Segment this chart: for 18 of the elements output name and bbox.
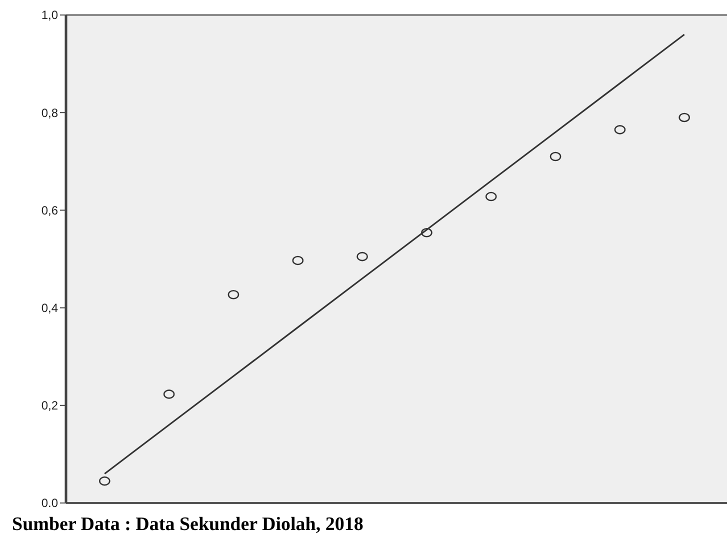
point (614, 125, 626, 134)
point (98, 476, 110, 486)
line-series (104, 34, 686, 475)
text: Sumber Data : Data Sekunder Diolah, 2018 (12, 514, 364, 535)
point (292, 256, 304, 266)
y-tick-label: 0,8 (41, 106, 58, 120)
point (550, 152, 562, 162)
y-tick-label: 0.0 (41, 496, 58, 510)
y-tick-label: 0,4 (41, 301, 58, 315)
point (228, 290, 240, 300)
point (356, 252, 368, 262)
point (421, 228, 432, 238)
point (163, 390, 175, 399)
y-tick-label: 1,0 (41, 8, 58, 22)
y-tick-label: 0,6 (41, 203, 58, 218)
y-tick-label: 0,2 (41, 398, 58, 413)
point (678, 112, 690, 122)
point (485, 192, 497, 202)
